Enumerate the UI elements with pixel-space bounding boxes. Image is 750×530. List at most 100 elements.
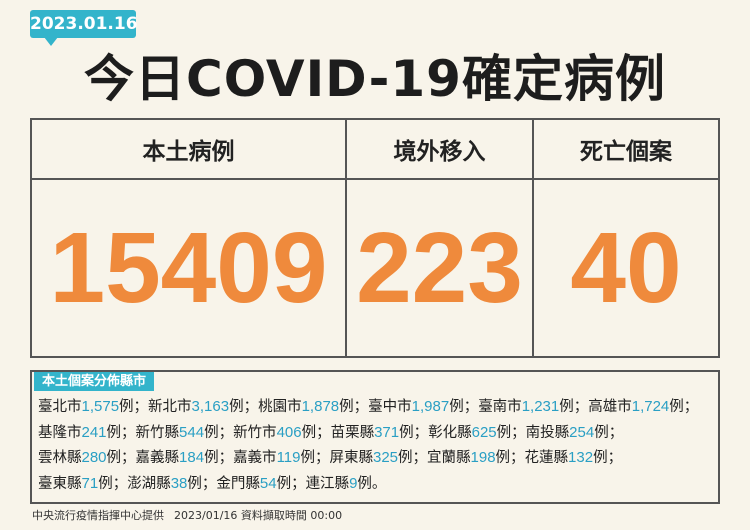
county-count: 1,987	[411, 398, 450, 415]
title: 今日COVID-19確定病例	[84, 50, 666, 108]
distribution-row: 臺北市1,575例；新北市3,163例；桃園市1,878例；臺中市1,987例；…	[38, 394, 714, 420]
county-count: 3,163	[191, 398, 230, 415]
count-unit: 例	[669, 399, 684, 415]
footer: 中央流行疫情指揮中心提供 2023/01/16 資料擷取時間 00:00	[32, 507, 352, 523]
county-name: 苗栗縣	[330, 424, 375, 441]
count-unit: 例	[229, 399, 244, 415]
county-name: 桃園市	[258, 399, 302, 415]
county-count: 132	[568, 449, 594, 466]
separator: ；	[412, 450, 428, 466]
count-unit: 例	[593, 450, 608, 466]
separator: ；	[316, 424, 331, 441]
county-count: 71	[81, 474, 99, 492]
count-unit: 例	[449, 399, 464, 415]
count-unit: 例	[276, 475, 292, 492]
separator: ；	[133, 399, 149, 415]
case-count: 40	[570, 211, 682, 324]
count-unit: 例	[187, 475, 202, 492]
county-count: 119	[276, 449, 301, 466]
separator: ；	[608, 424, 624, 441]
count-unit: 例	[119, 399, 134, 415]
county-name: 臺北市	[38, 399, 82, 415]
count-unit: 例	[495, 450, 511, 466]
date-tag: 2023.01.16	[30, 10, 138, 38]
separator: ；	[607, 450, 623, 466]
count-unit: 例	[98, 475, 113, 492]
county-name: 臺中市	[368, 399, 412, 415]
separator: ；	[683, 399, 699, 415]
county-count: 1,878	[301, 398, 340, 415]
count-unit: 例	[399, 424, 414, 441]
separator: ；	[218, 450, 234, 466]
footer-time: 2023/01/16 資料擷取時間 00:00	[174, 509, 343, 522]
count-unit: 例	[204, 424, 219, 441]
count-unit: 例	[106, 450, 122, 466]
separator: ；	[291, 475, 306, 492]
county-name: 金門縣	[216, 475, 260, 492]
county-name: 屏東縣	[329, 450, 373, 466]
county-name: 臺南市	[478, 399, 522, 415]
count-unit: 例	[594, 424, 609, 441]
county-name: 嘉義縣	[135, 450, 180, 466]
separator: ；	[463, 399, 479, 415]
case-count: 15409	[32, 180, 347, 356]
count-unit: 例	[106, 424, 122, 441]
separator: ；	[243, 399, 259, 415]
footer-source: 中央流行疫情指揮中心提供	[32, 509, 164, 522]
distribution-box: 本土個案分佈縣市 臺北市1,575例；新北市3,163例；桃園市1,878例；臺…	[30, 370, 720, 504]
county-name: 南投縣	[525, 424, 570, 441]
table-header: 本土病例	[32, 120, 347, 180]
county-count: 1,724	[631, 398, 670, 415]
county-count: 38	[170, 474, 188, 492]
county-name: 基隆市	[38, 424, 82, 441]
county-name: 新竹市	[233, 424, 277, 441]
county-count: 544	[179, 423, 205, 441]
count-unit: 例	[300, 450, 315, 466]
distribution-rows: 臺北市1,575例；新北市3,163例；桃園市1,878例；臺中市1,987例；…	[38, 394, 714, 496]
county-count: 9	[349, 474, 358, 492]
county-count: 371	[374, 423, 400, 441]
county-count: 1,575	[81, 398, 120, 415]
separator: ；	[121, 450, 136, 466]
date-tag-tip	[44, 37, 58, 46]
county-name: 臺東縣	[38, 475, 82, 492]
county-count: 625	[471, 423, 497, 441]
count-unit: 例	[559, 399, 574, 415]
county-name: 新竹縣	[135, 424, 180, 441]
county-count: 1,231	[521, 398, 560, 415]
count-unit: 例	[357, 475, 372, 492]
distribution-row: 臺東縣71例；澎湖縣38例；金門縣54例；連江縣9例。	[38, 471, 714, 497]
separator: 。	[371, 475, 387, 492]
county-count: 198	[470, 449, 496, 466]
separator: ；	[353, 399, 369, 415]
separator: ；	[218, 424, 234, 441]
county-name: 澎湖縣	[127, 475, 171, 492]
separator: ；	[201, 475, 217, 492]
separator: ；	[314, 450, 330, 466]
count-unit: 例	[339, 399, 354, 415]
county-count: 325	[372, 449, 399, 466]
county-name: 新北市	[148, 399, 192, 415]
distribution-row: 基隆市241例；新竹縣544例；新竹市406例；苗栗縣371例；彰化縣625例；…	[38, 420, 714, 446]
county-count: 241	[81, 423, 107, 441]
separator: ；	[413, 424, 429, 441]
distribution-label: 本土個案分佈縣市	[34, 372, 155, 391]
county-count: 280	[81, 449, 107, 466]
separator: ；	[121, 424, 136, 441]
separator: ；	[573, 399, 589, 415]
county-name: 嘉義市	[233, 450, 277, 466]
county-count: 254	[569, 423, 595, 441]
case-table: 本土病例 境外移入 死亡個案 15409 223 40	[30, 118, 720, 358]
table-header: 境外移入	[347, 120, 534, 180]
county-count: 54	[259, 474, 277, 492]
county-name: 彰化縣	[428, 424, 472, 441]
separator: ；	[511, 424, 526, 441]
county-count: 184	[179, 449, 205, 466]
table-header: 死亡個案	[534, 120, 718, 180]
count-unit: 例	[204, 450, 219, 466]
county-name: 花蓮縣	[524, 450, 569, 466]
count-unit: 例	[496, 424, 512, 441]
county-name: 高雄市	[588, 399, 632, 415]
case-count: 223	[347, 180, 534, 356]
